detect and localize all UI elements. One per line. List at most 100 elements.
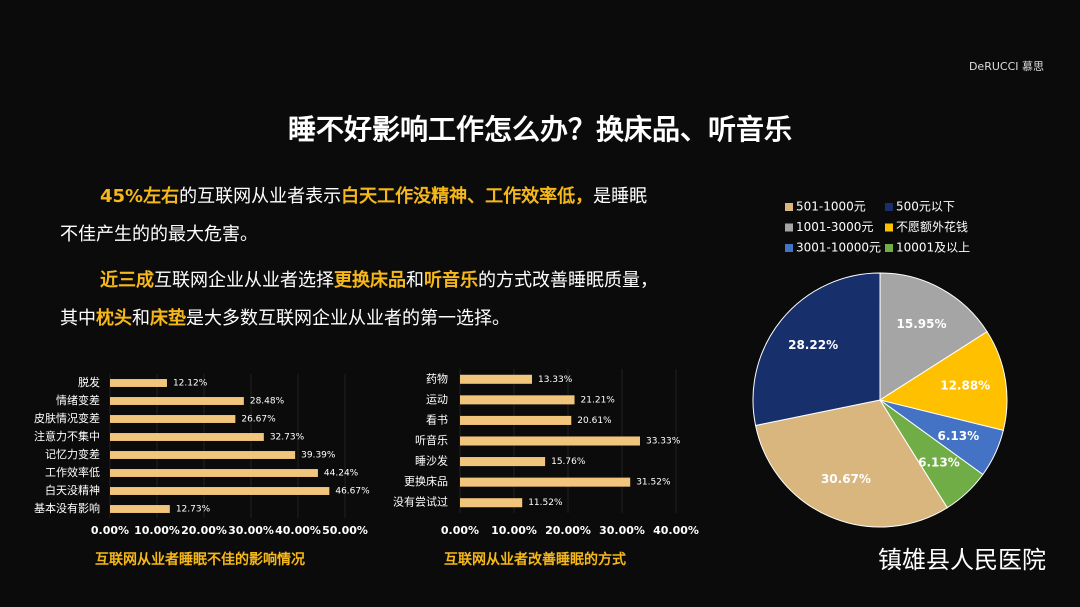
bar	[460, 498, 523, 508]
data-label: 30.67%	[821, 472, 871, 486]
x-tick-label: 20.00%	[545, 524, 591, 537]
data-label: 21.21%	[581, 395, 616, 405]
text-span: 是大多数互联网企业从业者的第一选择。	[186, 308, 510, 329]
data-label: 33.33%	[646, 437, 681, 447]
y-tick-label: 记忆力变差	[45, 447, 100, 461]
bar	[460, 374, 532, 384]
y-tick-label: 工作效率低	[45, 465, 100, 479]
data-label: 12.88%	[940, 378, 990, 392]
legend-swatch	[785, 203, 793, 211]
bar	[110, 505, 170, 513]
legend-label: 不愿额外花钱	[896, 219, 968, 234]
data-label: 6.13%	[918, 456, 960, 470]
legend-swatch	[785, 244, 793, 252]
y-tick-label: 注意力不集中	[34, 429, 100, 443]
data-label: 28.48%	[250, 397, 285, 407]
y-tick-label: 脱发	[78, 375, 100, 389]
x-tick-label: 30.00%	[599, 524, 645, 537]
text-span: 更换床品	[334, 270, 406, 291]
text-span: 白天工作没精神、工作效率低，	[341, 186, 594, 207]
pie-slice	[879, 399, 984, 509]
text-span: 的互联网从业者表示	[179, 186, 342, 207]
bar	[460, 395, 575, 405]
data-label: 31.52%	[636, 478, 671, 488]
data-label: 15.95%	[897, 317, 947, 331]
x-tick-label: 30.00%	[228, 524, 274, 537]
watermark: 镇雄县人民医院	[878, 546, 1046, 574]
x-tick-label: 50.00%	[322, 524, 368, 537]
x-tick-label: 40.00%	[275, 524, 321, 537]
bar	[460, 436, 640, 446]
legend-label: 10001及以上	[896, 241, 970, 255]
legend-swatch	[785, 223, 793, 232]
y-tick-label: 运动	[426, 393, 448, 406]
slide-title: 睡不好影响工作怎么办？换床品、听音乐	[287, 113, 792, 146]
text-span: 的方式改善睡眠质量，其中	[60, 270, 658, 329]
y-tick-label: 更换床品	[404, 474, 448, 488]
text-span: 听音乐	[424, 270, 478, 291]
y-tick-label: 基本没有影响	[34, 501, 100, 515]
text-span: 枕头	[96, 308, 132, 329]
pie-slice	[878, 331, 1008, 432]
x-tick-label: 10.00%	[134, 524, 180, 537]
data-label: 15.76%	[551, 457, 586, 467]
paragraph: 45%左右的互联网从业者表示白天工作没精神、工作效率低，是睡眠不佳产生的的最大危…	[60, 178, 660, 254]
data-label: 28.22%	[788, 338, 838, 352]
text-span: 45%左右	[100, 186, 180, 207]
x-tick-label: 0.00%	[441, 524, 479, 537]
data-label: 39.39%	[301, 451, 336, 461]
text-span: 互联网企业从业者选择	[154, 270, 334, 291]
logo: DeRUCCI 慕思	[968, 60, 1044, 73]
bar	[110, 433, 264, 441]
pie-slice	[752, 272, 881, 427]
y-tick-label: 白天没精神	[45, 483, 100, 497]
bar	[110, 379, 167, 387]
bar	[460, 415, 572, 425]
legend-swatch	[885, 244, 893, 252]
chart-title: 互联网从业者睡眠不佳的影响情况	[95, 551, 305, 568]
y-tick-label: 皮肤情况变差	[34, 411, 100, 425]
bar	[460, 477, 631, 487]
y-tick-label: 药物	[426, 371, 448, 385]
legend-label: 3001-10000元	[796, 241, 881, 255]
text-span: 是睡眠不佳产生的的最大危害。	[60, 186, 648, 245]
legend-label: 500元以下	[896, 200, 955, 214]
bar	[110, 487, 330, 495]
data-label: 13.33%	[538, 375, 573, 385]
data-label: 46.67%	[335, 487, 370, 497]
text-span: 近三成	[100, 270, 154, 291]
x-tick-label: 10.00%	[491, 524, 537, 537]
data-label: 44.24%	[324, 469, 359, 479]
y-tick-label: 没有尝试过	[393, 495, 448, 509]
paragraph: 近三成互联网企业从业者选择更换床品和听音乐的方式改善睡眠质量，其中枕头和床垫是大…	[60, 262, 660, 338]
y-tick-label: 看书	[426, 412, 448, 426]
data-label: 32.73%	[270, 433, 305, 443]
data-label: 26.67%	[241, 415, 276, 425]
legend-swatch	[885, 223, 893, 232]
pie-slice	[879, 272, 988, 401]
legend-label: 1001-3000元	[796, 220, 873, 234]
y-tick-label: 听音乐	[415, 433, 448, 447]
legend-swatch	[885, 203, 893, 211]
bar	[110, 469, 318, 477]
data-label: 11.52%	[528, 498, 563, 508]
y-tick-label: 情绪变差	[56, 393, 100, 407]
data-label: 12.12%	[173, 379, 208, 389]
legend-label: 501-1000元	[796, 200, 866, 214]
bar	[110, 415, 236, 423]
bar	[110, 397, 244, 405]
chart-title: 互联网从业者改善睡眠的方式	[444, 551, 626, 568]
data-label: 12.73%	[176, 505, 211, 515]
text-span: 和	[406, 270, 424, 291]
bar	[460, 457, 546, 467]
text-span: 床垫	[150, 308, 186, 329]
x-tick-label: 20.00%	[181, 524, 227, 537]
text-span: 和	[132, 308, 150, 329]
bar	[110, 451, 296, 459]
y-tick-label: 睡沙发	[415, 454, 448, 468]
x-tick-label: 40.00%	[653, 524, 699, 537]
data-label: 6.13%	[938, 429, 980, 443]
x-tick-label: 0.00%	[91, 524, 129, 537]
